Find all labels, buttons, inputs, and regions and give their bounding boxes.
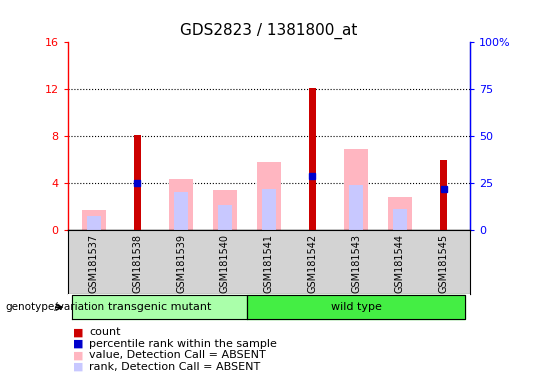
Bar bbox=[174, 192, 188, 230]
Text: ■: ■ bbox=[73, 339, 84, 349]
Text: ■: ■ bbox=[73, 350, 84, 360]
Bar bbox=[134, 135, 141, 230]
Bar bbox=[344, 149, 368, 230]
Bar bbox=[72, 295, 247, 319]
Title: GDS2823 / 1381800_at: GDS2823 / 1381800_at bbox=[180, 23, 357, 40]
Text: count: count bbox=[89, 327, 120, 337]
Text: rank, Detection Call = ABSENT: rank, Detection Call = ABSENT bbox=[89, 362, 260, 372]
Text: GSM181537: GSM181537 bbox=[89, 233, 99, 293]
Bar bbox=[349, 185, 363, 230]
Text: GSM181542: GSM181542 bbox=[307, 233, 318, 293]
Text: GSM181539: GSM181539 bbox=[176, 233, 186, 293]
Text: wild type: wild type bbox=[330, 302, 382, 312]
Text: ■: ■ bbox=[73, 327, 84, 337]
Text: value, Detection Call = ABSENT: value, Detection Call = ABSENT bbox=[89, 350, 266, 360]
Text: GSM181538: GSM181538 bbox=[132, 233, 143, 293]
Text: GSM181544: GSM181544 bbox=[395, 233, 405, 293]
Bar bbox=[247, 295, 465, 319]
Text: GSM181545: GSM181545 bbox=[438, 233, 449, 293]
Bar bbox=[213, 190, 237, 230]
Text: GSM181540: GSM181540 bbox=[220, 233, 230, 293]
Text: transgenic mutant: transgenic mutant bbox=[107, 302, 211, 312]
Text: GSM181543: GSM181543 bbox=[351, 233, 361, 293]
Bar bbox=[256, 162, 281, 230]
Bar bbox=[169, 179, 193, 230]
Bar bbox=[262, 189, 275, 230]
Text: percentile rank within the sample: percentile rank within the sample bbox=[89, 339, 277, 349]
Text: genotype/variation: genotype/variation bbox=[5, 302, 105, 312]
Bar bbox=[218, 205, 232, 230]
Bar bbox=[388, 197, 412, 230]
Text: ■: ■ bbox=[73, 362, 84, 372]
Bar bbox=[82, 210, 106, 230]
Bar bbox=[87, 216, 101, 230]
Bar bbox=[309, 88, 316, 230]
Text: GSM181541: GSM181541 bbox=[264, 233, 274, 293]
Bar bbox=[440, 160, 447, 230]
Bar bbox=[393, 209, 407, 230]
